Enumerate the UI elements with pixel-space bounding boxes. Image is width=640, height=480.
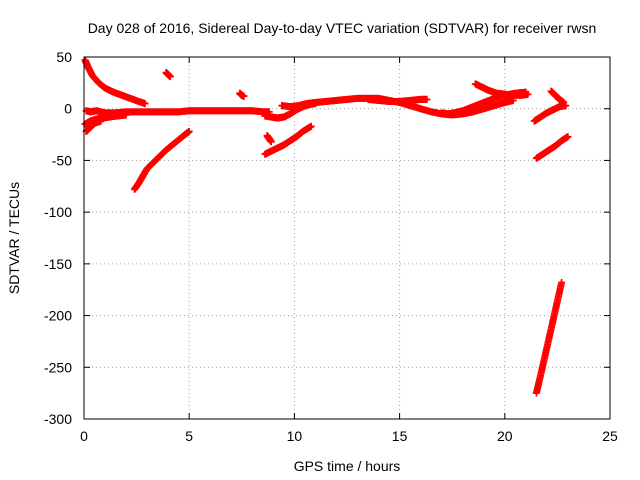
y-tick-labels: 50 0 -50 -100 -150 -200 -250 -300 xyxy=(44,49,72,427)
series-arc-16 xyxy=(532,133,572,162)
data-point xyxy=(240,92,248,100)
series-arc-7 xyxy=(236,89,248,100)
x-tick-label: 15 xyxy=(392,428,408,444)
y-tick-label: -100 xyxy=(44,204,72,220)
series-arc-17 xyxy=(547,87,568,107)
series-arc-6 xyxy=(162,69,174,81)
series-arc-2 xyxy=(82,107,273,117)
data-point xyxy=(423,95,431,103)
data-point xyxy=(307,122,315,130)
x-tick-label: 0 xyxy=(80,428,88,444)
x-tick-label: 25 xyxy=(602,428,618,444)
y-tick-label: -150 xyxy=(44,256,72,272)
data-point xyxy=(524,90,532,98)
series-arc-12 xyxy=(364,95,431,105)
chart-title: Day 028 of 2016, Sidereal Day-to-day VTE… xyxy=(88,20,597,36)
y-tick-label: -200 xyxy=(44,308,72,324)
x-tick-label: 10 xyxy=(287,428,303,444)
data-points xyxy=(81,56,572,397)
y-tick-label: -300 xyxy=(44,411,72,427)
series-arc-18 xyxy=(532,278,566,397)
series-arc-5 xyxy=(130,127,193,193)
y-tick-label: 50 xyxy=(56,49,72,65)
plot-frame xyxy=(83,56,611,420)
x-tick-labels: 0 5 10 15 20 25 xyxy=(80,428,618,444)
series-arc-4 xyxy=(82,117,105,135)
x-tick-label: 5 xyxy=(185,428,193,444)
data-point xyxy=(558,278,566,286)
series-arc-8 xyxy=(263,132,275,146)
series-arc-1 xyxy=(81,56,149,108)
y-tick-label: 0 xyxy=(64,101,72,117)
series-arc-14 xyxy=(471,80,532,99)
series-arc-9 xyxy=(261,122,315,158)
x-axis-title: GPS time / hours xyxy=(294,458,401,474)
data-point xyxy=(560,99,568,107)
data-point xyxy=(97,117,105,125)
grid-lines xyxy=(84,57,610,419)
data-point xyxy=(267,138,275,146)
y-tick-label: -250 xyxy=(44,359,72,375)
y-axis-title: SDTVAR / TECUs xyxy=(6,182,22,294)
data-point xyxy=(122,111,130,119)
data-point xyxy=(185,127,193,135)
y-tick-label: -50 xyxy=(52,152,72,168)
data-point xyxy=(141,100,149,108)
x-tick-label: 20 xyxy=(497,428,513,444)
data-point xyxy=(564,133,572,141)
data-point xyxy=(166,73,174,81)
